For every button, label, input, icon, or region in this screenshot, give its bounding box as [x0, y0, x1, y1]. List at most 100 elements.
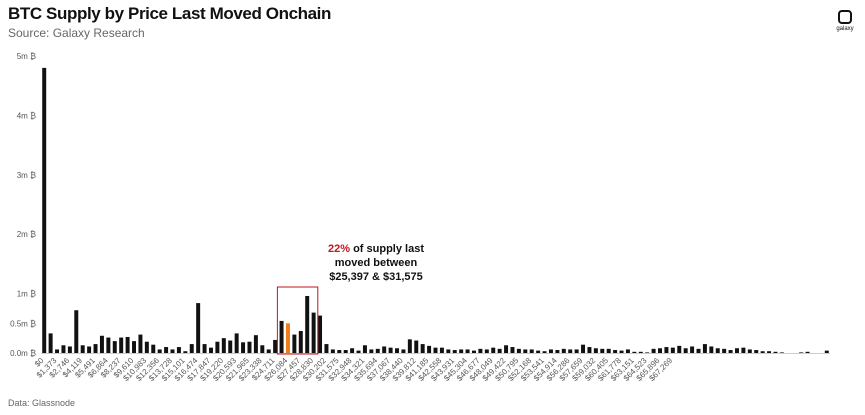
bar	[215, 341, 220, 353]
bar	[414, 340, 419, 353]
bar	[157, 349, 162, 353]
bar	[465, 349, 470, 353]
bar	[677, 345, 682, 353]
bar	[555, 350, 560, 353]
bar	[356, 350, 361, 353]
bar	[292, 334, 297, 353]
bar	[735, 348, 739, 353]
y-tick-label: 0.0m ₿	[10, 349, 36, 358]
chart-subtitle: Source: Galaxy Research	[8, 26, 145, 40]
bar	[420, 344, 425, 353]
bar	[99, 335, 104, 353]
bar	[176, 347, 181, 353]
bar	[138, 334, 143, 353]
bar	[144, 341, 149, 353]
bar	[606, 348, 611, 353]
bar	[209, 347, 213, 353]
bar	[119, 337, 124, 353]
bar	[375, 348, 380, 353]
bar	[683, 348, 688, 353]
bar	[260, 345, 265, 353]
bar	[728, 350, 733, 353]
bar	[459, 349, 464, 353]
bar	[350, 348, 355, 353]
y-tick-label: 0.5m ₿	[10, 319, 36, 328]
y-tick-label: 2m ₿	[17, 230, 36, 239]
bar	[722, 348, 727, 353]
bar	[401, 349, 406, 353]
bar	[318, 315, 323, 353]
bar	[234, 333, 239, 353]
bar	[593, 348, 598, 353]
bar	[799, 352, 804, 353]
bar	[478, 348, 483, 353]
bar	[298, 331, 303, 353]
bar	[170, 349, 175, 353]
bar	[715, 348, 720, 353]
bar	[221, 338, 226, 353]
bar	[247, 341, 252, 353]
bar	[670, 347, 675, 353]
bar	[132, 341, 136, 353]
bar	[709, 346, 714, 353]
bar	[574, 349, 579, 353]
annotation-line-1: 22% of supply last	[328, 243, 424, 255]
bar	[600, 348, 605, 353]
bar	[542, 351, 547, 353]
bar	[395, 348, 399, 353]
bar	[446, 349, 451, 353]
bar	[61, 345, 66, 353]
highlighted-bar	[285, 323, 290, 353]
bar	[741, 347, 746, 353]
bar	[266, 349, 271, 353]
bar	[196, 303, 201, 353]
bar	[696, 348, 701, 353]
bar	[407, 339, 412, 353]
bar	[516, 348, 521, 353]
y-tick-label: 1m ₿	[17, 290, 36, 299]
bar	[279, 320, 284, 353]
bar	[632, 351, 637, 353]
bar	[581, 344, 586, 353]
bar	[80, 345, 85, 353]
annotation-line-2: moved between	[335, 257, 418, 269]
bar	[472, 350, 476, 353]
galaxy-logo-icon	[838, 10, 852, 24]
bar	[645, 352, 650, 353]
bar	[273, 339, 278, 353]
bar	[228, 340, 233, 353]
annotation-percent: 22%	[328, 243, 350, 255]
bar	[824, 350, 829, 353]
bar	[510, 347, 515, 353]
bar	[548, 349, 553, 353]
bar	[330, 349, 335, 353]
bar	[651, 348, 656, 353]
bar	[241, 342, 246, 353]
bar	[561, 348, 566, 353]
bar	[779, 352, 784, 353]
bar	[343, 350, 348, 353]
galaxy-logo: galaxy	[833, 10, 857, 32]
bar	[613, 350, 618, 353]
bar	[484, 349, 489, 353]
bar	[497, 348, 502, 353]
bar	[491, 347, 496, 353]
annotation-line-3: $25,397 & $31,575	[329, 271, 423, 283]
bar	[55, 349, 60, 353]
bar	[311, 312, 316, 353]
bar	[702, 344, 707, 353]
bar	[87, 346, 92, 353]
bar	[93, 344, 98, 353]
annotation-line-1-rest: of supply last	[350, 243, 424, 255]
bar	[747, 349, 752, 353]
bar	[658, 348, 662, 353]
bar	[112, 341, 117, 353]
bar	[202, 344, 207, 353]
bar	[433, 347, 438, 353]
bar	[125, 336, 130, 353]
bar	[439, 347, 444, 353]
bars	[42, 67, 829, 353]
bar	[523, 349, 528, 353]
x-axis: $0$1,373$2,746$4,119$5,491$6,864$8,237$9…	[33, 356, 675, 383]
